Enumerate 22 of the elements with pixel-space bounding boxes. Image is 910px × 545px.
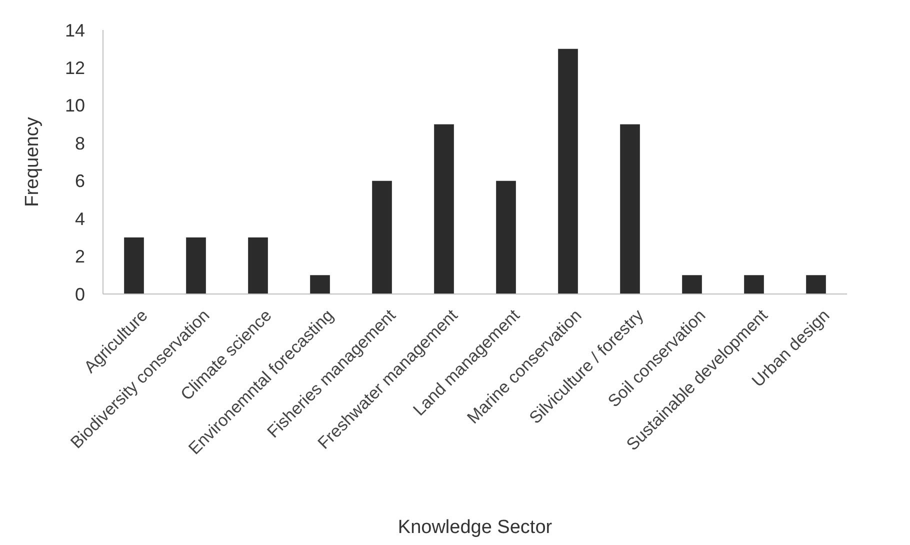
bar [620, 124, 640, 294]
y-tick-label: 4 [74, 208, 85, 229]
bar [682, 275, 702, 294]
bar [372, 180, 392, 294]
bar [806, 275, 826, 294]
y-axis-title: Frequency [22, 116, 43, 207]
x-axis-title: Knowledge Sector [398, 517, 553, 538]
y-tick-label: 12 [64, 58, 85, 78]
bar [124, 237, 144, 294]
bar [186, 237, 206, 294]
y-tick-label: 10 [64, 96, 85, 116]
y-tick-label: 8 [74, 133, 85, 154]
bar [248, 237, 268, 294]
bar [558, 48, 578, 294]
y-tick-label: 2 [74, 246, 85, 267]
y-tick-label: 0 [74, 284, 85, 304]
bar [496, 180, 516, 294]
bar [744, 275, 764, 294]
bar [434, 124, 454, 294]
y-tick-label: 14 [64, 20, 85, 40]
y-tick-label: 6 [74, 171, 85, 192]
bar [310, 275, 330, 294]
